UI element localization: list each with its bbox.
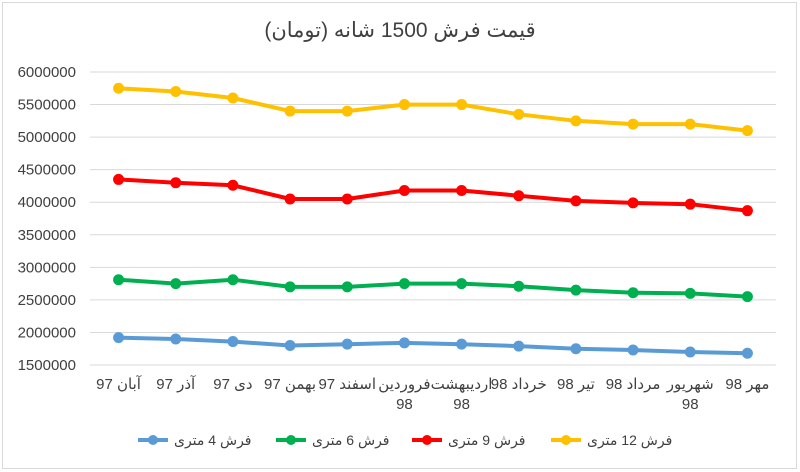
- y-tick-label: 5500000: [18, 97, 76, 114]
- data-point: [741, 291, 753, 303]
- data-point: [513, 190, 525, 202]
- x-tick-label: مهر 98: [725, 376, 769, 393]
- y-tick-label: 2000000: [18, 324, 76, 341]
- data-point: [513, 340, 525, 352]
- data-point: [170, 278, 182, 290]
- x-tick-label: آبان 97: [96, 375, 142, 393]
- y-axis-ticks: 6000000 5500000 5000000 4500000 4000000 35000…: [18, 64, 76, 374]
- data-point: [227, 179, 239, 191]
- data-point: [170, 333, 182, 345]
- gridlines: [90, 71, 776, 366]
- data-point: [284, 281, 296, 293]
- y-tick-label: 6000000: [18, 64, 76, 81]
- data-point: [170, 177, 182, 189]
- legend-marker: [422, 435, 432, 445]
- data-point: [741, 125, 753, 137]
- legend-marker: [286, 435, 296, 445]
- x-tick-label: مرداد 98: [606, 376, 661, 393]
- data-point: [284, 339, 296, 351]
- legend-marker: [561, 435, 571, 445]
- data-point: [456, 99, 468, 111]
- data-point: [456, 185, 468, 197]
- data-point: [513, 108, 525, 120]
- data-point: [398, 185, 410, 197]
- data-point: [227, 274, 239, 286]
- data-point: [570, 115, 582, 127]
- legend-label: فرش 9 متری: [448, 432, 526, 449]
- data-point: [741, 205, 753, 217]
- data-point: [227, 92, 239, 104]
- data-point: [513, 280, 525, 292]
- x-tick-label: تیر 98: [557, 376, 595, 393]
- x-tick-label: فروردین 98: [378, 376, 430, 413]
- data-point: [170, 86, 182, 98]
- x-tick-label: اردیبهشت 98: [431, 376, 493, 413]
- data-point: [341, 281, 353, 293]
- y-tick-label: 3000000: [18, 259, 76, 276]
- data-point: [341, 105, 353, 117]
- data-point: [113, 332, 125, 344]
- series-line: [116, 86, 750, 133]
- y-tick-label: 5000000: [18, 129, 76, 146]
- data-point: [398, 278, 410, 290]
- data-point: [570, 195, 582, 207]
- series-line: [116, 177, 750, 213]
- data-point: [284, 105, 296, 117]
- series-line: [116, 277, 750, 299]
- x-tick-label: بهمن 97: [264, 376, 316, 393]
- data-point: [570, 284, 582, 296]
- data-point: [398, 99, 410, 111]
- y-tick-label: 1500000: [18, 357, 76, 374]
- data-point: [627, 118, 639, 130]
- x-axis-ticks: آبان 97 آذر 97 دی 97 بهمن 97 اسفند 97 فروردین…: [96, 375, 769, 413]
- data-point: [398, 337, 410, 349]
- x-tick-label: شهریور 98: [666, 376, 714, 413]
- data-point: [741, 347, 753, 359]
- data-point: [341, 193, 353, 205]
- legend-label: فرش 12 متری: [587, 432, 672, 449]
- data-point: [684, 287, 696, 299]
- data-point: [627, 197, 639, 209]
- legend-label: فرش 4 متری: [174, 432, 252, 449]
- y-tick-label: 3500000: [18, 227, 76, 244]
- x-tick-label: آذر 97: [156, 375, 196, 393]
- data-point: [684, 118, 696, 130]
- chart-title: قیمت فرش 1500 شانه (تومان): [264, 19, 536, 42]
- series-lines: [113, 82, 753, 359]
- data-point: [456, 338, 468, 350]
- x-tick-label: خرداد 98: [491, 376, 547, 393]
- x-tick-label: اسفند 97: [318, 376, 376, 393]
- data-point: [113, 274, 125, 286]
- legend-marker: [148, 435, 158, 445]
- x-tick-label: دی 97: [213, 376, 252, 393]
- data-point: [570, 343, 582, 355]
- data-point: [113, 82, 125, 94]
- data-point: [113, 173, 125, 185]
- data-point: [684, 346, 696, 358]
- data-point: [341, 338, 353, 350]
- y-tick-label: 4000000: [18, 194, 76, 211]
- series-line: [116, 335, 750, 356]
- legend: فرش 4 متری فرش 6 متری فرش 9 متری فرش 12 متر…: [138, 432, 672, 449]
- y-tick-label: 4500000: [18, 162, 76, 179]
- legend-label: فرش 6 متری: [312, 432, 390, 449]
- data-point: [627, 344, 639, 356]
- data-point: [284, 193, 296, 205]
- data-point: [684, 198, 696, 210]
- y-tick-label: 2500000: [18, 292, 76, 309]
- data-point: [456, 278, 468, 290]
- data-point: [627, 287, 639, 299]
- data-point: [227, 336, 239, 348]
